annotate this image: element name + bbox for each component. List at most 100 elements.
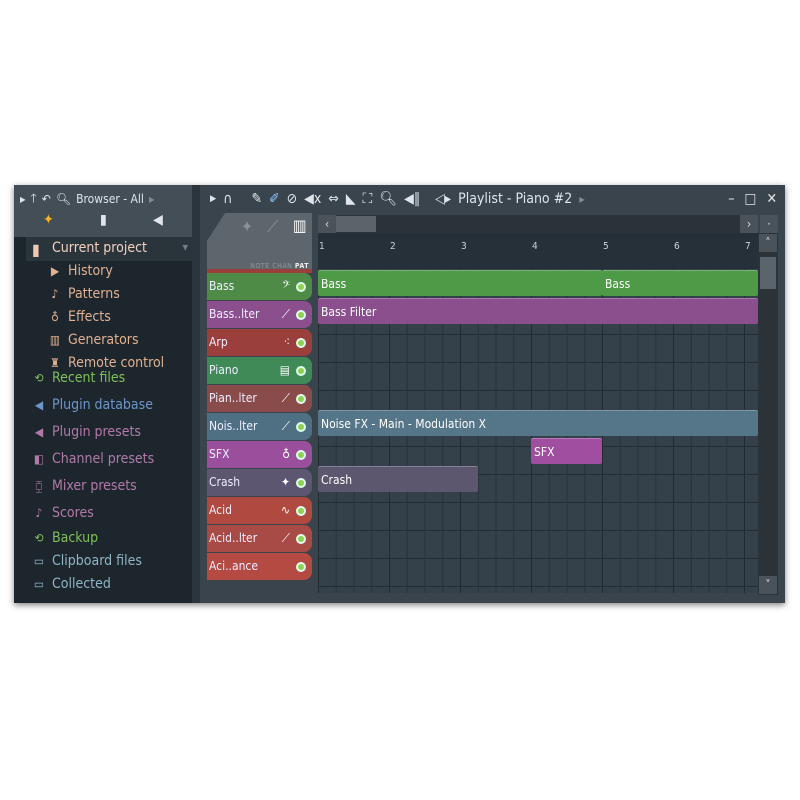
maximize-button[interactable]: □ bbox=[744, 191, 757, 207]
playlist-clip[interactable]: Bass Filter bbox=[318, 298, 759, 324]
audio-icon[interactable]: ✦ bbox=[241, 217, 254, 236]
note-mode[interactable]: NOTE bbox=[250, 262, 270, 270]
browser-item[interactable]: ▭ Collected bbox=[32, 576, 111, 592]
automation-icon[interactable]: ⟋ bbox=[267, 217, 279, 236]
track-enable-toggle[interactable] bbox=[296, 506, 306, 516]
track-header[interactable]: Aci..ance bbox=[207, 553, 312, 580]
browser-item[interactable]: ▭ Clipboard files bbox=[32, 553, 142, 569]
track-header[interactable]: SFX ♁ bbox=[207, 441, 312, 468]
delete-icon[interactable]: ⊘ bbox=[286, 191, 298, 207]
track-enable-toggle[interactable] bbox=[296, 450, 306, 460]
browser-subitem[interactable]: ♜ Remote control bbox=[48, 355, 164, 371]
undo-icon[interactable]: ↶ bbox=[41, 192, 51, 206]
search-icon[interactable]: 🔍︎ bbox=[55, 192, 72, 206]
select-icon[interactable]: ⛶ bbox=[362, 191, 373, 207]
browser-item[interactable]: ♪ Scores bbox=[32, 505, 94, 521]
browser-item-label: Scores bbox=[52, 505, 94, 521]
track-name: Arp bbox=[209, 335, 228, 349]
speaker-icon[interactable]: ◁▸ bbox=[435, 191, 452, 207]
track-enable-toggle[interactable] bbox=[296, 422, 306, 432]
menu-arrow-icon[interactable]: ▶ bbox=[20, 194, 26, 204]
zoom-icon[interactable]: 🔍︎ bbox=[379, 191, 398, 207]
slip-icon[interactable]: ⇔ bbox=[328, 191, 339, 207]
track-enable-toggle[interactable] bbox=[296, 366, 306, 376]
browser-item[interactable]: ⧮ Mixer presets bbox=[32, 478, 137, 494]
horizontal-scrollbar[interactable]: ‹ › bbox=[318, 215, 758, 233]
track-name: Pian..lter bbox=[209, 391, 257, 405]
playlist-clip[interactable]: Bass bbox=[602, 270, 759, 296]
browser-item[interactable]: ◀ Plugin presets bbox=[32, 424, 141, 440]
playlist-clip[interactable]: Bass bbox=[318, 270, 602, 296]
timeline-ruler[interactable]: 1 2 3 4 5 6 7 bbox=[318, 233, 758, 269]
up-icon[interactable]: 🡑 bbox=[30, 190, 37, 205]
folder-icon: ▭ bbox=[33, 554, 45, 568]
browser-item[interactable]: ◧ Channel presets bbox=[32, 451, 154, 467]
playlist-grid[interactable]: Bass Bass Bass Filter Noise FX - Main - Mod… bbox=[318, 269, 759, 593]
browser-subitem[interactable]: ▥ Generators bbox=[48, 332, 139, 348]
paint-icon[interactable]: ✐ bbox=[269, 191, 280, 207]
playlist-title[interactable]: Playlist - Piano #2 bbox=[458, 191, 573, 207]
browser-title[interactable]: Browser - All bbox=[76, 192, 144, 206]
vscroll-thumb[interactable] bbox=[760, 257, 776, 289]
current-project-item[interactable]: ▮ Current project ▼ bbox=[26, 237, 192, 261]
track-icon: ▤ bbox=[279, 363, 290, 377]
track-header[interactable]: Nois..lter ⟋ bbox=[207, 413, 312, 440]
mute-icon[interactable]: ◀x bbox=[304, 191, 322, 207]
browser-subitem[interactable]: ▶ History bbox=[48, 263, 113, 279]
track-name: Bass..lter bbox=[209, 307, 260, 321]
panel-splitter[interactable] bbox=[192, 185, 200, 603]
scroll-thumb[interactable] bbox=[336, 216, 376, 232]
track-header[interactable]: Crash ✦ bbox=[207, 469, 312, 496]
track-header[interactable]: Bass 𝄢 bbox=[207, 273, 312, 300]
browser-subitem[interactable]: ♪ Patterns bbox=[48, 286, 120, 302]
playlist-clip[interactable]: Crash bbox=[318, 466, 478, 492]
track-header[interactable]: Acid ∿ bbox=[207, 497, 312, 524]
collapse-icon[interactable]: ▼ bbox=[182, 243, 188, 252]
track-enable-toggle[interactable] bbox=[296, 394, 306, 404]
playlist-toolbar: ▶ ∩ ✎ ✐ ⊘ ◀x ⇔ ◣ ⛶ 🔍︎ ◀‖ ◁▸ Playlist - P… bbox=[200, 185, 785, 213]
track-enable-toggle[interactable] bbox=[296, 338, 306, 348]
audio-icon[interactable]: ✦ bbox=[43, 212, 54, 228]
options-button[interactable]: · bbox=[760, 215, 778, 233]
folder-icon: ▭ bbox=[33, 577, 45, 591]
playlist-clip[interactable]: Noise FX - Main - Modulation X bbox=[318, 410, 759, 436]
close-button[interactable]: ✕ bbox=[766, 191, 777, 207]
vertical-scrollbar[interactable]: ˄ ˅ bbox=[758, 233, 778, 595]
track-header[interactable]: Bass..lter ⟋ bbox=[207, 301, 312, 328]
magnet-icon[interactable]: ∩ bbox=[223, 191, 233, 207]
file-icon[interactable]: ▮ bbox=[99, 212, 107, 228]
browser-subitem[interactable]: ♁ Effects bbox=[48, 309, 111, 325]
scroll-down-button[interactable]: ˅ bbox=[759, 576, 777, 594]
track-enable-toggle[interactable] bbox=[296, 282, 306, 292]
browser-item[interactable]: ◀ Plugin database bbox=[32, 397, 153, 413]
track-enable-toggle[interactable] bbox=[296, 310, 306, 320]
next-arrow-icon[interactable]: ▶ bbox=[579, 194, 585, 204]
browser-item-label: Plugin presets bbox=[52, 424, 141, 440]
effects-icon: ♁ bbox=[51, 310, 59, 324]
pencil-icon[interactable]: ✎ bbox=[251, 191, 263, 207]
track-enable-toggle[interactable] bbox=[296, 478, 306, 488]
scroll-up-button[interactable]: ˄ bbox=[759, 234, 777, 252]
plugin-icon[interactable]: ◀ bbox=[153, 212, 163, 228]
track-header[interactable]: Pian..lter ⟋ bbox=[207, 385, 312, 412]
pattern-icon[interactable]: ▥ bbox=[293, 216, 307, 235]
track-enable-toggle[interactable] bbox=[296, 534, 306, 544]
browser-item[interactable]: ⟲ Backup bbox=[32, 530, 98, 546]
minimize-button[interactable]: – bbox=[728, 191, 735, 207]
clip-label: Noise FX - Main - Modulation X bbox=[321, 417, 486, 431]
track-header[interactable]: Acid..lter ⟋ bbox=[207, 525, 312, 552]
next-arrow-icon[interactable]: ▶ bbox=[148, 194, 155, 204]
slice-icon[interactable]: ◣ bbox=[345, 191, 356, 207]
track-enable-toggle[interactable] bbox=[296, 562, 306, 572]
menu-arrow-icon[interactable]: ▶ bbox=[210, 194, 217, 204]
scroll-left-button[interactable]: ‹ bbox=[318, 215, 336, 233]
chan-mode[interactable]: CHAN bbox=[272, 262, 293, 270]
scroll-right-button[interactable]: › bbox=[740, 215, 758, 233]
backup-icon: ⟲ bbox=[34, 531, 44, 545]
pat-mode[interactable]: PAT bbox=[294, 262, 309, 270]
playlist-clip[interactable]: SFX bbox=[531, 438, 602, 464]
browser-item[interactable]: ⟲ Recent files bbox=[32, 370, 125, 386]
track-header[interactable]: Arp ⁖ bbox=[207, 329, 312, 356]
playback-icon[interactable]: ◀‖ bbox=[404, 191, 421, 207]
track-header[interactable]: Piano ▤ bbox=[207, 357, 312, 384]
